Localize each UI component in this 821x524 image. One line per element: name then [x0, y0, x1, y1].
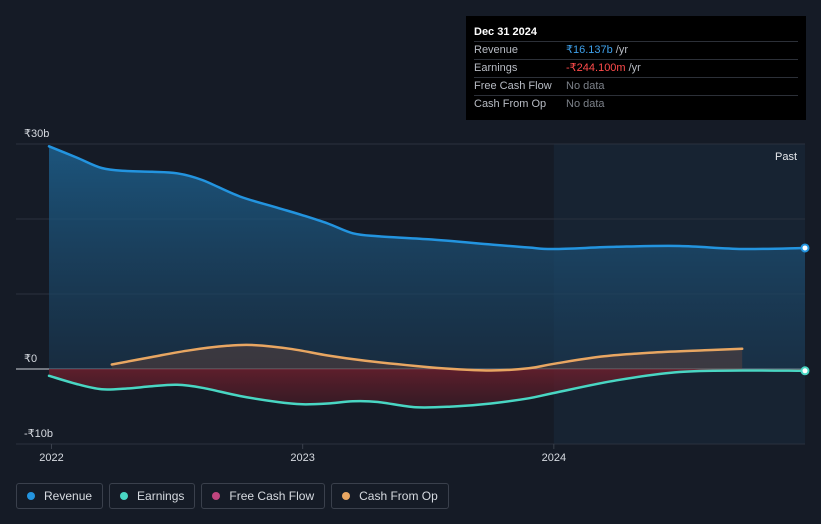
legend-label: Free Cash Flow: [229, 489, 315, 503]
tooltip-label: Earnings: [474, 62, 518, 74]
legend-dot-icon: [120, 492, 129, 500]
tooltip-row-cash-from-op: Cash From Op No data: [474, 95, 798, 113]
series-lines: [47, 145, 810, 409]
tooltip-value: ₹16.137b: [566, 44, 613, 56]
y-tick-label: ₹30b: [24, 128, 49, 140]
tooltip-label: Revenue: [474, 44, 519, 56]
revenue-area: [49, 146, 805, 369]
tooltip-row-earnings: Earnings -₹244.100m /yr: [474, 59, 798, 77]
tooltip-unit: /yr: [628, 62, 641, 74]
cash-from-op-area: [111, 344, 743, 371]
tooltip-value: No data: [566, 98, 605, 110]
tooltip-value: -₹244.100m: [566, 62, 626, 74]
revenue-end-marker: [800, 243, 810, 253]
tooltip-row-revenue: Revenue ₹16.137b /yr: [474, 41, 798, 59]
x-tick-label: 2024: [542, 452, 566, 464]
x-tick-label: 2023: [290, 452, 314, 464]
y-tick-label: ₹0: [24, 353, 37, 365]
legend-item-revenue[interactable]: Revenue: [16, 483, 104, 509]
series-areas: [49, 146, 805, 408]
legend-dot-icon: [27, 492, 35, 500]
y-tick-label: -₹10b: [24, 428, 53, 440]
tooltip-value: No data: [566, 80, 605, 92]
earnings-end-marker: [800, 366, 810, 376]
x-tick-label: 2022: [39, 452, 63, 464]
revenue-line: [47, 145, 807, 251]
legend-item-cash-from-op[interactable]: Cash From Op: [331, 483, 449, 509]
y-axis-labels: ₹30b ₹0 -₹10b: [24, 128, 53, 440]
legend-item-earnings[interactable]: Earnings: [109, 483, 196, 509]
cash-from-op-line: [110, 343, 744, 372]
x-axis-labels: 2022 2023 2024: [39, 444, 566, 464]
earnings-area: [49, 369, 805, 408]
tooltip-date: Dec 31 2024: [474, 26, 537, 38]
legend-item-free-cash-flow[interactable]: Free Cash Flow: [201, 483, 326, 509]
legend-dot-icon: [212, 492, 221, 500]
tooltip-label: Cash From Op: [474, 98, 547, 110]
tooltip-unit: /yr: [615, 44, 628, 56]
legend-label: Cash From Op: [359, 489, 438, 503]
tooltip-label: Free Cash Flow: [474, 80, 552, 92]
tooltip-row-free-cash-flow: Free Cash Flow No data: [474, 77, 798, 95]
tooltip-panel: Dec 31 2024 Revenue ₹16.137b /yr Earning…: [466, 16, 806, 120]
legend-label: Earnings: [137, 489, 185, 503]
legend-label: Revenue: [44, 489, 93, 503]
legend-dot-icon: [342, 492, 351, 500]
past-label: Past: [775, 151, 797, 163]
chart-legend: Revenue Earnings Free Cash Flow Cash Fro…: [16, 483, 449, 511]
earnings-line: [47, 369, 807, 409]
